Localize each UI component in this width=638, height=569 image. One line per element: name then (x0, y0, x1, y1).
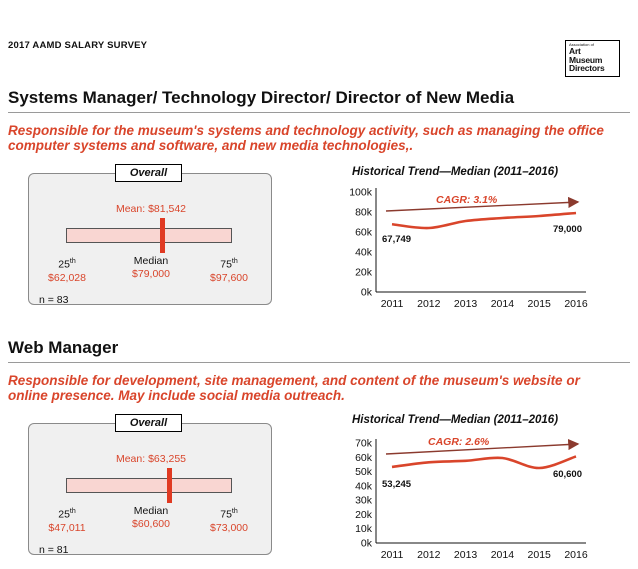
x-tick-label: 2012 (417, 549, 441, 561)
section-divider (8, 112, 630, 113)
role-description: Responsible for development, site manage… (8, 373, 580, 403)
cagr-label: CAGR: 3.1% (436, 194, 498, 206)
chart-title: Historical Trend—Median (2011–2016) (352, 414, 559, 426)
median-stat: Median $79,000 (132, 255, 170, 280)
median-marker (160, 218, 165, 253)
sample-size: n = 83 (39, 294, 69, 306)
role-description: Responsible for the museum's systems and… (8, 123, 604, 153)
overall-card: Overall Mean: $63,255 25th $47,011 Media… (28, 414, 272, 556)
cagr-arrow (385, 438, 580, 455)
section-title: Web Manager (8, 338, 119, 357)
y-tick-label: 40k (355, 480, 373, 492)
x-tick-label: 2011 (381, 549, 404, 561)
y-tick-label: 20k (355, 509, 373, 521)
y-tick-label: 100k (349, 187, 373, 199)
y-tick-label: 60k (355, 452, 373, 464)
chart-title: Historical Trend—Median (2011–2016) (352, 166, 559, 178)
historical-trend-chart: 0k 20k 40k 60k 80k 100k 2011 2012 2013 2014 2015 20… (349, 187, 588, 311)
mean-label: Mean: $63,255 (115, 453, 187, 465)
end-value-label: 60,600 (553, 469, 582, 480)
end-value-label: 79,000 (553, 224, 582, 235)
x-tick-label: 2014 (491, 549, 515, 561)
y-tick-label: 50k (355, 466, 373, 478)
cagr-label: CAGR: 2.6% (428, 436, 490, 448)
series-line (391, 455, 577, 470)
y-tick-label: 60k (355, 227, 373, 239)
x-tick-label: 2016 (564, 549, 588, 561)
x-tick-label: 2014 (491, 298, 515, 310)
p75-stat: 75th $73,000 (210, 508, 248, 534)
x-tick-label: 2015 (528, 298, 552, 310)
x-tick-label: 2011 (381, 298, 404, 310)
y-tick-label: 20k (355, 267, 373, 279)
series-line (391, 211, 577, 230)
y-tick-label: 10k (355, 523, 373, 535)
section-divider (8, 362, 630, 363)
x-tick-label: 2013 (454, 298, 478, 310)
y-tick-label: 0k (361, 287, 373, 299)
overall-tab: Overall (115, 414, 182, 432)
overall-card: Overall Mean: $81,542 25th $62,028 Media… (28, 164, 272, 306)
survey-title: 2017 AAMD SALARY SURVEY (8, 40, 148, 51)
x-tick-label: 2015 (528, 549, 552, 561)
percentile-range-bar (66, 228, 232, 243)
start-value-label: 53,245 (382, 479, 412, 490)
x-tick-label: 2016 (564, 298, 588, 310)
y-tick-label: 30k (355, 495, 373, 507)
start-value-label: 67,749 (382, 234, 411, 245)
y-tick-label: 40k (355, 247, 373, 259)
x-tick-label: 2012 (417, 298, 441, 310)
section-title: Systems Manager/ Technology Director/ Di… (8, 88, 515, 107)
y-tick-label: 80k (355, 207, 373, 219)
cagr-arrow (385, 196, 580, 212)
y-tick-label: 0k (361, 538, 373, 550)
p75-stat: 75th $97,600 (210, 258, 248, 284)
median-stat: Median $60,600 (132, 505, 170, 530)
mean-label: Mean: $81,542 (115, 203, 187, 215)
median-marker (167, 468, 172, 503)
x-tick-label: 2013 (454, 549, 478, 561)
historical-trend-chart: 0k 10k 20k 30k 40k 50k 60k 70k 2011 2012 2013 2014 2… (355, 436, 588, 561)
overall-tab: Overall (115, 164, 182, 182)
percentile-range-bar (66, 478, 232, 493)
p25-stat: 25th $47,011 (48, 508, 86, 534)
y-tick-label: 70k (355, 438, 373, 450)
p25-stat: 25th $62,028 (48, 258, 86, 284)
aamd-logo: Association of Art Museum Directors (565, 40, 620, 77)
sample-size: n = 81 (39, 544, 69, 556)
